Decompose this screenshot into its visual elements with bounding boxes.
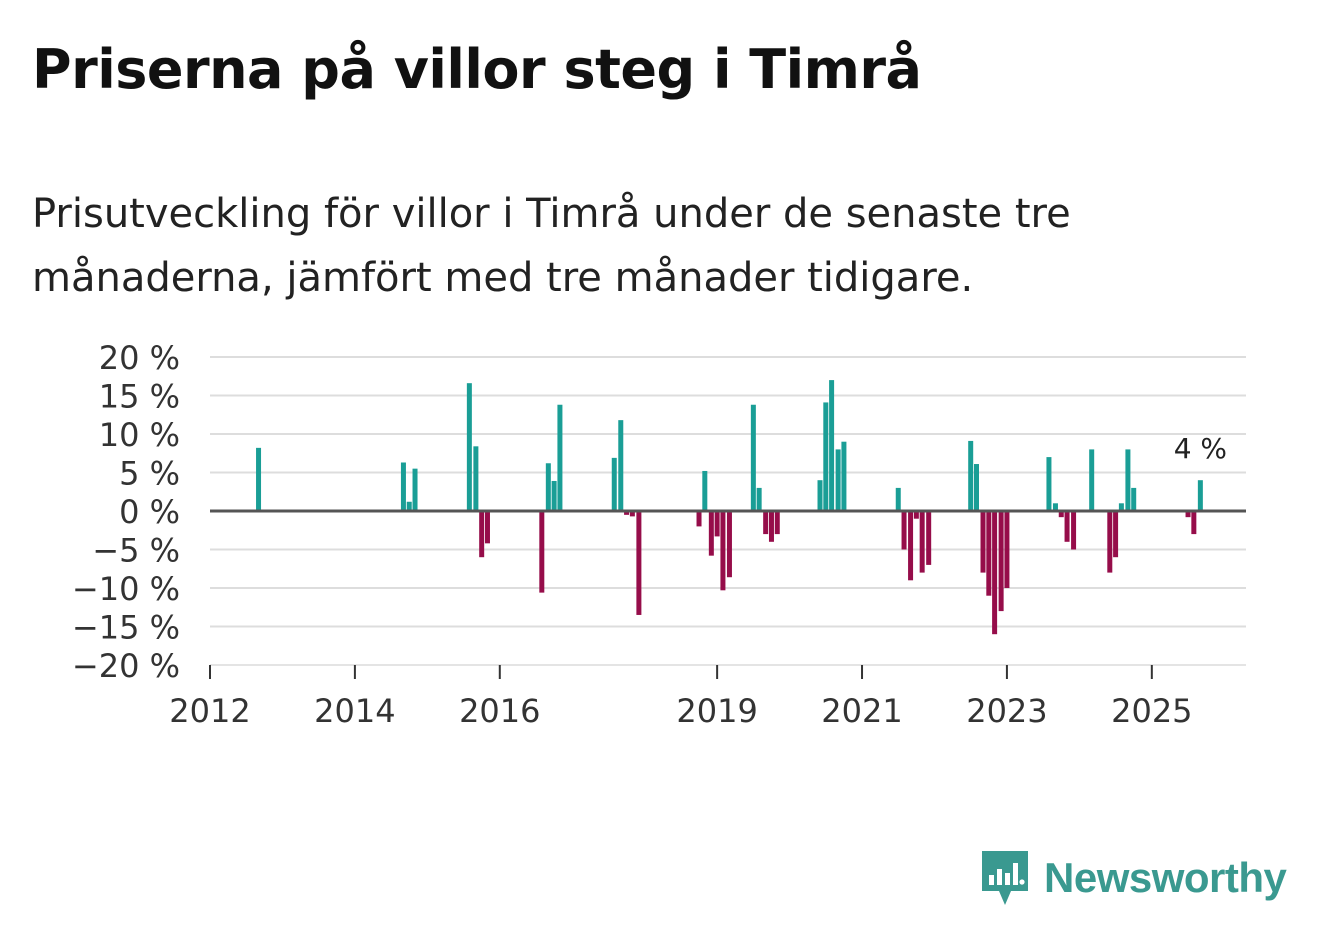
bar-negative <box>998 511 1004 612</box>
bar-negative <box>768 511 774 542</box>
bar-positive <box>823 402 829 511</box>
brand: Newsworthy <box>980 848 1287 908</box>
bar-positive <box>750 404 756 511</box>
bar-negative <box>726 511 732 578</box>
bar-positive <box>466 383 472 511</box>
y-tick-label: 15 % <box>99 378 180 416</box>
newsworthy-logo-icon <box>982 851 1028 905</box>
bar-negative <box>926 511 932 565</box>
y-tick-label: −10 % <box>72 570 180 608</box>
bar-negative <box>629 511 635 517</box>
bar-negative <box>1058 511 1064 518</box>
bar-negative <box>1113 511 1119 558</box>
x-tick-label: 2014 <box>314 692 395 730</box>
bar-negative <box>696 511 702 527</box>
bar-positive <box>1046 457 1052 511</box>
bar-positive <box>1131 487 1137 511</box>
bar-negative <box>624 511 630 515</box>
bar-negative <box>774 511 780 535</box>
bar-negative <box>986 511 992 596</box>
bar-negative <box>1107 511 1113 573</box>
bar-positive <box>841 441 847 511</box>
bar-positive <box>1118 503 1124 511</box>
bar-positive <box>702 470 708 511</box>
bar-positive <box>835 449 841 511</box>
brand-name: Newsworthy <box>1044 854 1287 901</box>
x-tick-label: 2019 <box>676 692 757 730</box>
bar-negative <box>1191 511 1197 535</box>
chart-title: Priserna på villor steg i Timrå <box>32 38 922 101</box>
bar-positive <box>557 404 563 511</box>
chart-subtitle: Prisutveckling för villor i Timrå under … <box>32 191 1071 301</box>
x-tick-label: 2012 <box>169 692 250 730</box>
bar-positive <box>618 420 624 511</box>
bar-positive <box>473 446 479 511</box>
x-tick-label: 2021 <box>821 692 902 730</box>
bar-negative <box>714 511 720 537</box>
y-tick-label: 20 % <box>99 339 180 377</box>
bar-negative <box>1064 511 1070 542</box>
latest-value-annotation: 4 % <box>1174 432 1227 465</box>
bar-negative <box>992 511 998 635</box>
bar-chart: 20 %15 %10 %5 %0 %−5 %−10 %−15 %−20 % 201… <box>72 339 1246 730</box>
bar-positive <box>400 462 406 511</box>
bar-positive <box>412 468 418 511</box>
bar-positive <box>1125 449 1131 511</box>
bar-negative <box>479 511 485 558</box>
bar-negative <box>763 511 769 535</box>
x-tick-label: 2023 <box>966 692 1047 730</box>
bar-negative <box>980 511 986 573</box>
bar-positive <box>551 480 557 511</box>
bar-positive <box>406 501 412 511</box>
y-tick-label: −20 % <box>72 647 180 685</box>
bar-negative <box>539 511 545 593</box>
x-tick-label: 2025 <box>1111 692 1192 730</box>
bar-layer <box>256 380 1203 635</box>
bar-negative <box>908 511 914 581</box>
bar-positive <box>973 464 979 511</box>
bar-positive <box>968 440 974 511</box>
bar-positive <box>829 380 835 511</box>
bar-positive <box>1052 503 1058 511</box>
bar-positive <box>817 480 823 511</box>
axis-layer: 20 %15 %10 %5 %0 %−5 %−10 %−15 %−20 % 201… <box>72 339 1246 730</box>
bar-negative <box>1004 511 1010 588</box>
bar-positive <box>545 463 551 511</box>
bar-negative <box>1071 511 1077 550</box>
bar-positive <box>1089 449 1095 511</box>
bar-negative <box>484 511 490 544</box>
bar-positive <box>1197 480 1203 511</box>
bar-positive <box>895 487 901 511</box>
x-tick-label: 2016 <box>459 692 540 730</box>
bar-negative <box>708 511 714 556</box>
y-tick-label: 10 % <box>99 416 180 454</box>
bar-negative <box>636 511 642 615</box>
bar-negative <box>913 511 919 519</box>
y-tick-label: −5 % <box>92 532 180 570</box>
bar-positive <box>611 457 617 511</box>
y-tick-label: 0 % <box>119 493 180 531</box>
bar-positive <box>256 447 262 511</box>
bar-negative <box>901 511 907 550</box>
bar-positive <box>756 487 762 511</box>
bar-negative <box>1185 511 1191 518</box>
y-tick-label: 5 % <box>119 455 180 493</box>
bar-negative <box>919 511 925 573</box>
bar-negative <box>720 511 726 591</box>
y-tick-label: −15 % <box>72 609 180 647</box>
